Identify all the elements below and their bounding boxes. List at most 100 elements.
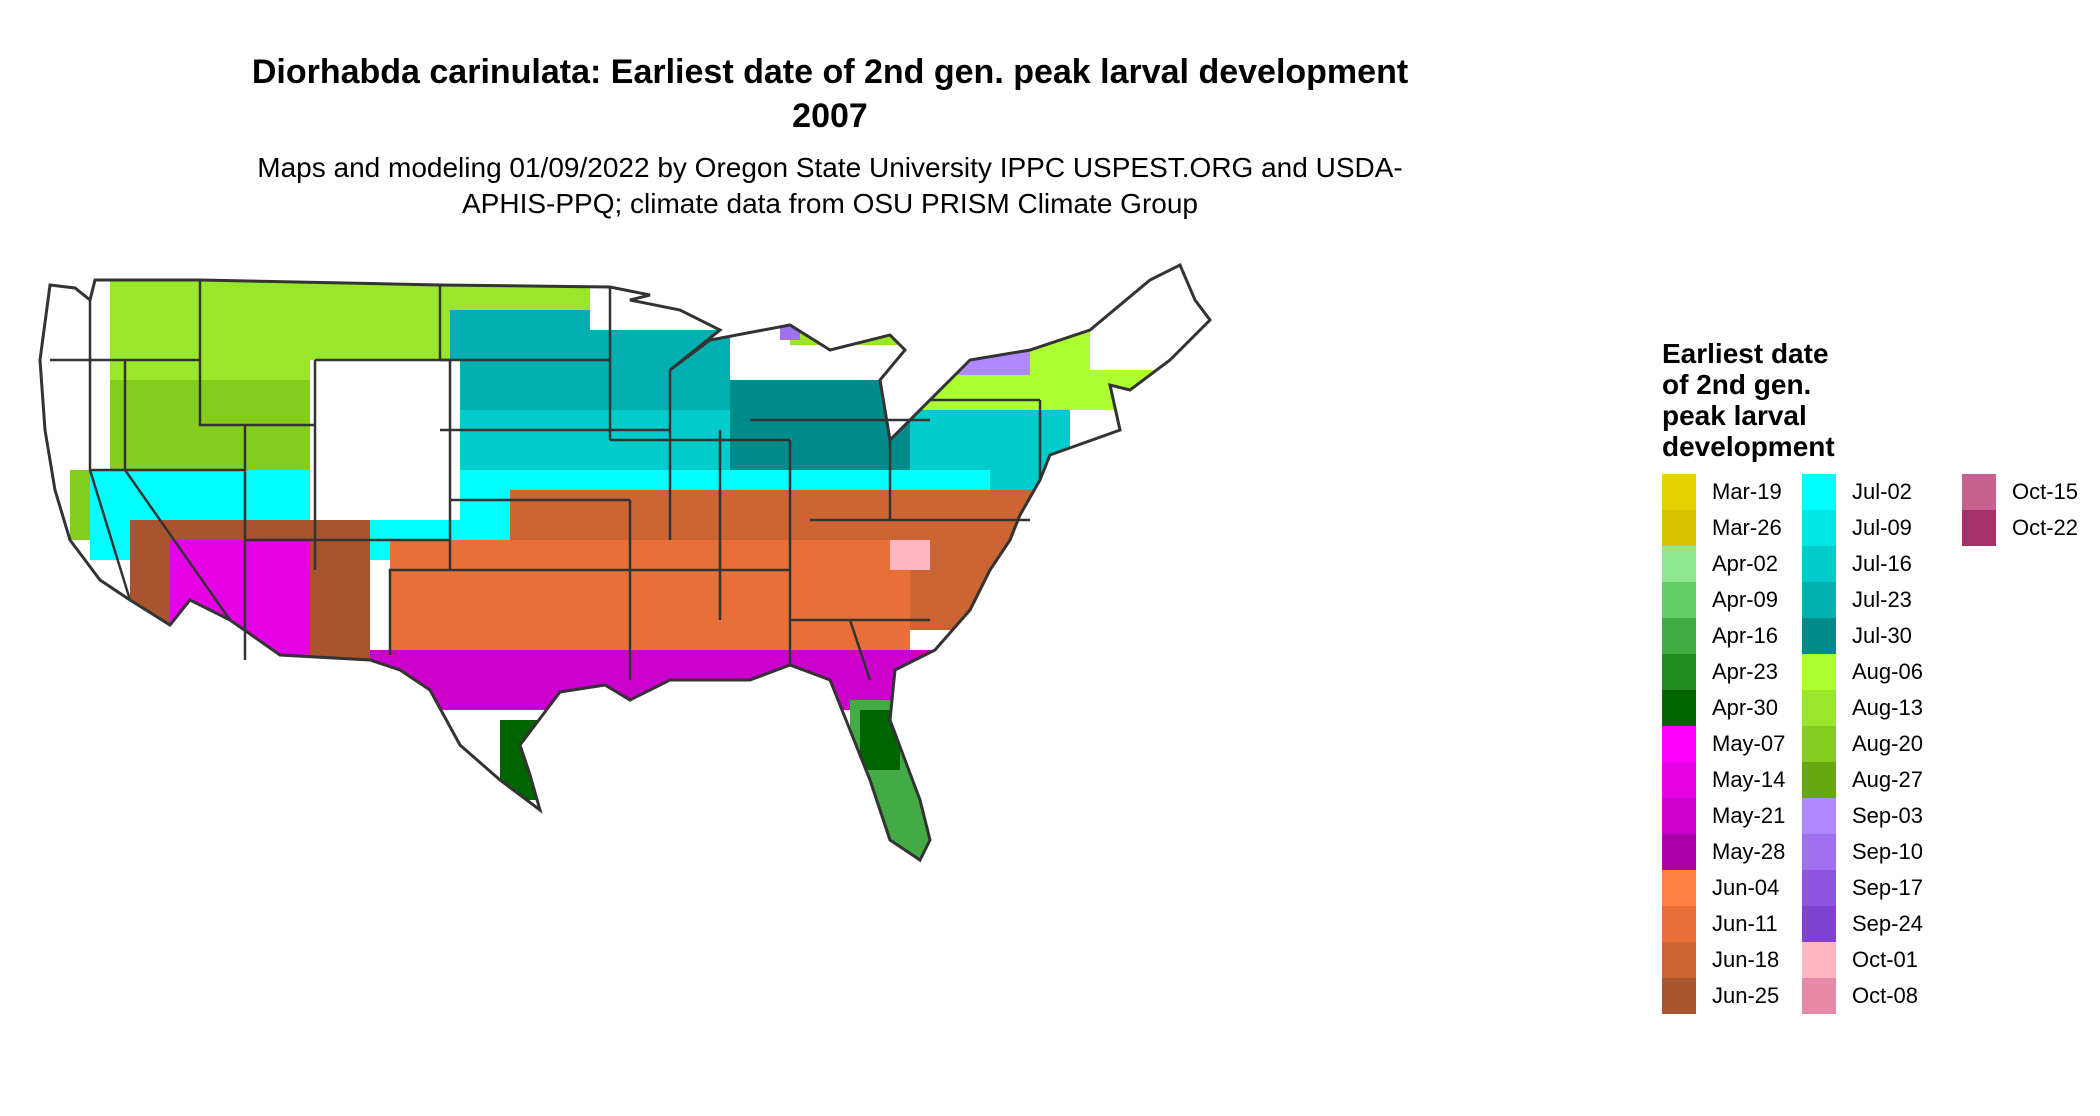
- legend-column: Oct-15 Oct-22: [1962, 474, 2100, 546]
- legend-label: Apr-23: [1712, 659, 1779, 684]
- legend-swatch: [1802, 618, 1836, 654]
- legend-label: Apr-16: [1712, 623, 1779, 648]
- legend-label: Aug-27: [1852, 767, 1923, 792]
- legend-item: Oct-22: [1962, 510, 2100, 546]
- legend-label: Jun-25: [1712, 983, 1780, 1008]
- legend-swatch: [1802, 870, 1836, 906]
- legend-swatch: [1662, 870, 1696, 906]
- us-map: [38, 263, 1212, 862]
- legend-item: May-21: [1662, 798, 1802, 834]
- legend-item: Apr-09: [1662, 582, 1802, 618]
- legend-item: Jun-18: [1662, 942, 1802, 978]
- legend-item: Jul-23: [1802, 582, 1942, 618]
- legend-item: Jun-11: [1662, 906, 1802, 942]
- legend-label: Jun-04: [1712, 875, 1780, 900]
- legend-label: Jul-02: [1852, 479, 1912, 504]
- legend-swatch: [1662, 474, 1696, 510]
- legend-item: May-28: [1662, 834, 1802, 870]
- legend-item: Sep-10: [1802, 834, 1942, 870]
- legend-item: Sep-24: [1802, 906, 1942, 942]
- legend-label: May-14: [1712, 767, 1786, 792]
- legend-item: May-07: [1662, 726, 1802, 762]
- map-subtitle: Maps and modeling 01/09/2022 by Oregon S…: [257, 152, 1403, 219]
- legend-label: Aug-06: [1852, 659, 1923, 684]
- legend-swatch: [1662, 834, 1696, 870]
- legend-swatch: [1662, 942, 1696, 978]
- legend-swatch: [1802, 798, 1836, 834]
- state-boundaries: [50, 280, 1042, 681]
- legend-item: May-14: [1662, 762, 1802, 798]
- legend-label: May-07: [1712, 731, 1786, 756]
- legend-item: Mar-19: [1662, 474, 1802, 510]
- legend-item: Oct-08: [1802, 978, 1942, 1014]
- legend-label: Apr-02: [1712, 551, 1779, 576]
- legend-swatch: [1662, 726, 1696, 762]
- legend-swatch: [1662, 762, 1696, 798]
- legend-item: Apr-02: [1662, 546, 1802, 582]
- legend-item: Aug-20: [1802, 726, 1942, 762]
- legend-swatch: [1662, 618, 1696, 654]
- legend-swatch: [1662, 798, 1696, 834]
- legend-item: Jul-09: [1802, 510, 1942, 546]
- development-date-raster: [40, 265, 1210, 860]
- legend-item: Jun-25: [1662, 978, 1802, 1014]
- legend-swatch: [1802, 906, 1836, 942]
- legend-swatch: [1962, 474, 1996, 510]
- legend-item: Jul-30: [1802, 618, 1942, 654]
- legend-swatch: [1662, 654, 1696, 690]
- legend-label: Mar-26: [1712, 515, 1782, 540]
- legend-swatch: [1802, 942, 1836, 978]
- legend-swatch: [1662, 510, 1696, 546]
- legend-item: Aug-27: [1802, 762, 1942, 798]
- legend-item: Jun-04: [1662, 870, 1802, 906]
- legend-swatch: [1802, 726, 1836, 762]
- legend-item: Apr-16: [1662, 618, 1802, 654]
- legend-swatch: [1662, 978, 1696, 1014]
- legend-label: Jul-09: [1852, 515, 1912, 540]
- legend-swatch: [1662, 546, 1696, 582]
- legend-item: Apr-23: [1662, 654, 1802, 690]
- legend-label: Jul-23: [1852, 587, 1912, 612]
- legend-swatch: [1662, 582, 1696, 618]
- legend-label: Sep-24: [1852, 911, 1923, 936]
- legend-label: May-28: [1712, 839, 1786, 864]
- legend-swatch: [1802, 690, 1836, 726]
- legend-item: Jul-16: [1802, 546, 1942, 582]
- legend-swatch: [1662, 906, 1696, 942]
- legend-item: Oct-01: [1802, 942, 1942, 978]
- map-title: Diorhabda carinulata: Earliest date of 2…: [251, 53, 1409, 135]
- legend-label: Sep-17: [1852, 875, 1923, 900]
- legend-swatch: [1802, 510, 1836, 546]
- legend-label: Apr-09: [1712, 587, 1779, 612]
- legend-item: Oct-15: [1962, 474, 2100, 510]
- legend-swatch: [1802, 834, 1836, 870]
- legend-label: Oct-22: [2012, 515, 2079, 540]
- legend-item: Mar-26: [1662, 510, 1802, 546]
- legend-label: Jun-11: [1712, 911, 1778, 936]
- legend-label: Jul-30: [1852, 623, 1912, 648]
- legend-label: Jun-18: [1712, 947, 1780, 972]
- legend-swatch: [1802, 654, 1836, 690]
- legend-label: Oct-08: [1852, 983, 1919, 1008]
- legend-label: Jul-16: [1852, 551, 1912, 576]
- legend-column: Mar-19 Mar-26 Apr-02 Apr-09 Apr-16 Apr-23 Apr-…: [1662, 474, 1802, 1014]
- legend-swatch: [1802, 762, 1836, 798]
- legend-label: Aug-13: [1852, 695, 1923, 720]
- legend-swatch: [1802, 474, 1836, 510]
- legend-item: Jul-02: [1802, 474, 1942, 510]
- legend-label: Oct-01: [1852, 947, 1919, 972]
- legend-item: Apr-30: [1662, 690, 1802, 726]
- legend-swatch: [1962, 510, 1996, 546]
- legend-column: Jul-02 Jul-09 Jul-16 Jul-23 Jul-30 Aug-06 Aug-…: [1802, 474, 1942, 1014]
- legend-item: Sep-03: [1802, 798, 1942, 834]
- legend-swatch: [1802, 978, 1836, 1014]
- legend-swatch: [1802, 546, 1836, 582]
- legend-label: May-21: [1712, 803, 1786, 828]
- legend-item: Aug-13: [1802, 690, 1942, 726]
- legend-label: Oct-15: [2012, 479, 2079, 504]
- legend-label: Mar-19: [1712, 479, 1782, 504]
- legend-label: Apr-30: [1712, 695, 1779, 720]
- legend-title: Earliest date of 2nd gen. peak larval de…: [1662, 338, 1835, 462]
- legend-label: Sep-10: [1852, 839, 1923, 864]
- legend-item: Aug-06: [1802, 654, 1942, 690]
